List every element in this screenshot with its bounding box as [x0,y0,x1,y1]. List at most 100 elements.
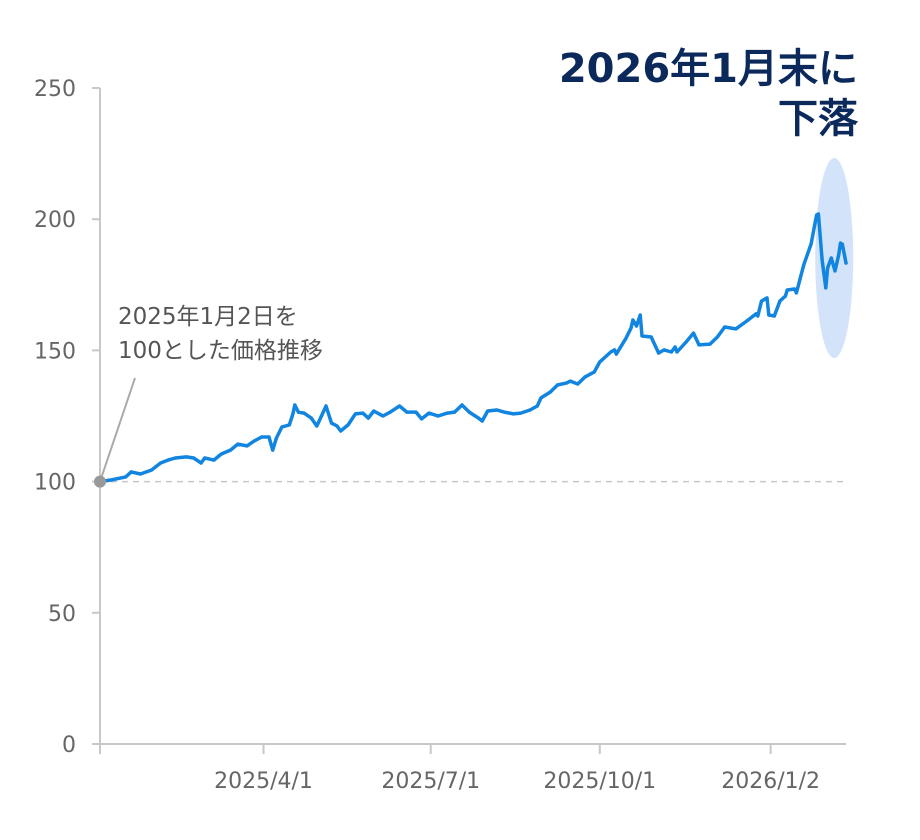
data-point [453,410,457,414]
data-point [149,468,154,472]
data-point [486,409,490,413]
data-point [236,442,240,446]
data-point [675,350,679,354]
data-point [414,410,418,414]
data-point [381,414,385,418]
data-point [280,425,284,429]
data-point [802,263,806,267]
data-point [565,381,569,385]
data-point [598,360,602,364]
data-point [837,253,841,257]
data-point [124,475,128,479]
data-point [756,314,760,318]
data-point [267,435,271,439]
data-point [691,331,696,335]
chart-title: 2026年1月末に 下落 [559,44,858,144]
data-point [568,379,572,383]
price-series-line [98,212,848,484]
data-point [535,404,539,408]
data-point [260,435,264,439]
data-point [271,448,275,452]
data-point [173,456,177,460]
data-point [339,429,343,433]
data-point [662,348,666,352]
data-point [296,410,301,414]
data-point [203,456,207,460]
data-point [109,478,113,482]
data-point [329,421,334,425]
data-point [324,404,328,408]
data-point [291,412,295,416]
data-point [480,419,484,423]
data-point [778,299,782,303]
data-point [274,436,278,440]
data-point [159,461,163,465]
data-point [548,390,552,394]
data-point [318,416,323,420]
data-point [767,313,771,317]
x-tick-label: 2025/4/1 [214,769,313,794]
base-point-marker [94,475,106,488]
data-point [519,411,523,415]
data-point [419,417,424,421]
data-point [783,294,787,298]
x-tick-label: 2025/10/1 [543,769,656,794]
data-point [684,340,688,344]
y-tick-label: 0 [62,733,76,758]
data-point [745,319,749,323]
y-tick-label: 250 [34,77,76,102]
data-point [467,410,471,414]
y-tick-label: 200 [34,208,76,233]
data-point [829,256,833,260]
data-point [445,411,449,415]
data-point [629,326,633,330]
data-point [293,403,297,407]
data-point [826,266,830,270]
data-point [366,416,370,420]
data-point [436,414,440,418]
data-point [772,314,776,318]
data-point [184,455,188,459]
data-point [754,312,758,316]
chart-title-line-1: 2026年1月末に [558,46,858,92]
data-point [502,410,506,414]
data-point [245,444,249,448]
data-point [656,351,661,355]
data-point [353,412,358,416]
data-point [833,269,837,273]
data-point [592,370,596,374]
data-point [697,343,701,347]
data-point [252,439,256,443]
data-point [397,404,402,408]
data-point [228,448,233,452]
data-point [166,458,170,462]
data-point [708,342,712,346]
highlight-ellipse [815,158,854,358]
data-point [623,337,628,341]
data-point [495,408,499,412]
data-point [840,242,844,246]
data-point [361,411,365,415]
data-point [309,416,313,420]
x-tick-label: 2026/1/2 [721,769,820,794]
data-point [844,261,848,265]
data-point [427,411,431,415]
data-point [649,335,653,339]
x-tick-label: 2025/7/1 [381,769,480,794]
data-point [634,324,639,328]
y-tick-label: 100 [34,471,76,496]
data-point [199,461,203,465]
data-point [759,299,764,303]
data-point [640,334,644,338]
data-point [138,472,143,476]
data-point [612,348,617,352]
base-annotation-line-2: 100とした価格推移 [118,338,323,364]
data-point [576,382,580,386]
data-point [346,423,350,427]
data-point [794,291,798,295]
data-point [476,416,481,420]
data-point [388,410,392,414]
data-point [405,410,409,414]
y-tick-label: 50 [48,602,76,627]
data-point [460,403,464,407]
